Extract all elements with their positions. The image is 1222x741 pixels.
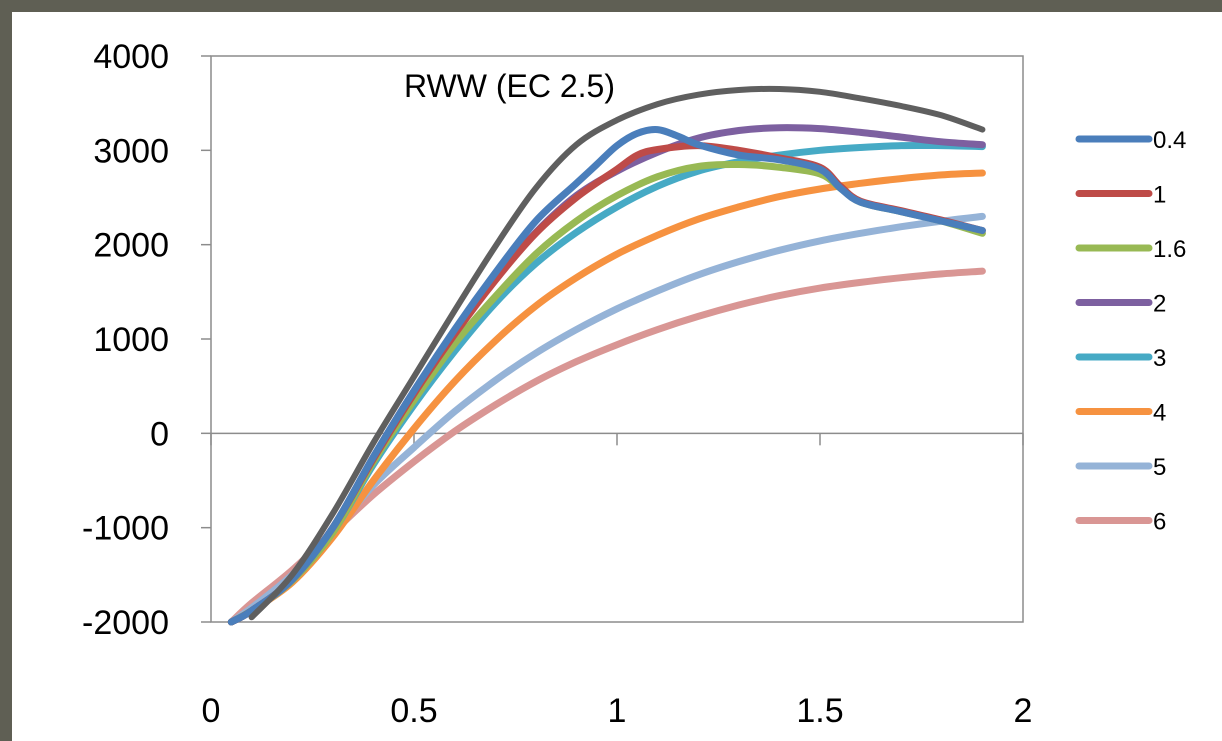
x-tick-label: 1 (608, 692, 627, 730)
legend: 0.4 1 1.6 2 3 4 5 6 (1075, 127, 1186, 536)
y-tick-label: 0 (150, 415, 169, 453)
series-lines (227, 85, 986, 626)
legend-label: 6 (1153, 509, 1166, 536)
y-axis: 4000 3000 2000 1000 0 -1000 -2000 (82, 38, 211, 642)
y-tick-label: 1000 (93, 321, 169, 359)
legend-label: 0.4 (1153, 127, 1186, 154)
y-tick-label: -1000 (82, 510, 169, 548)
x-axis-ticks: 0 0.5 1 1.5 2 (202, 433, 1033, 730)
chart-panel: 4000 3000 2000 1000 0 -1000 -2000 0 0.5 1 1.5 2 RW… (12, 12, 1222, 741)
legend-label: 1 (1153, 182, 1166, 209)
legend-label: 1.6 (1153, 236, 1186, 263)
plot-area (210, 55, 1024, 623)
y-tick-label: 4000 (93, 38, 169, 76)
series-line-0-4 (227, 126, 986, 626)
y-tick-label: -2000 (82, 604, 169, 642)
x-tick-label: 1.5 (796, 692, 843, 730)
legend-label: 4 (1153, 400, 1166, 427)
y-tick-label: 3000 (93, 132, 169, 170)
line-chart: 4000 3000 2000 1000 0 -1000 -2000 0 0.5 1 1.5 2 RW… (82, 38, 1186, 730)
y-tick-label: 2000 (93, 227, 169, 265)
series-line-rww (248, 85, 986, 621)
x-tick-label: 0 (202, 692, 221, 730)
x-tick-label: 2 (1014, 692, 1033, 730)
legend-label: 2 (1153, 291, 1166, 318)
legend-label: 3 (1153, 345, 1166, 372)
chart-title: RWW (EC 2.5) (404, 68, 615, 104)
legend-label: 5 (1153, 454, 1166, 481)
x-tick-label: 0.5 (390, 692, 437, 730)
